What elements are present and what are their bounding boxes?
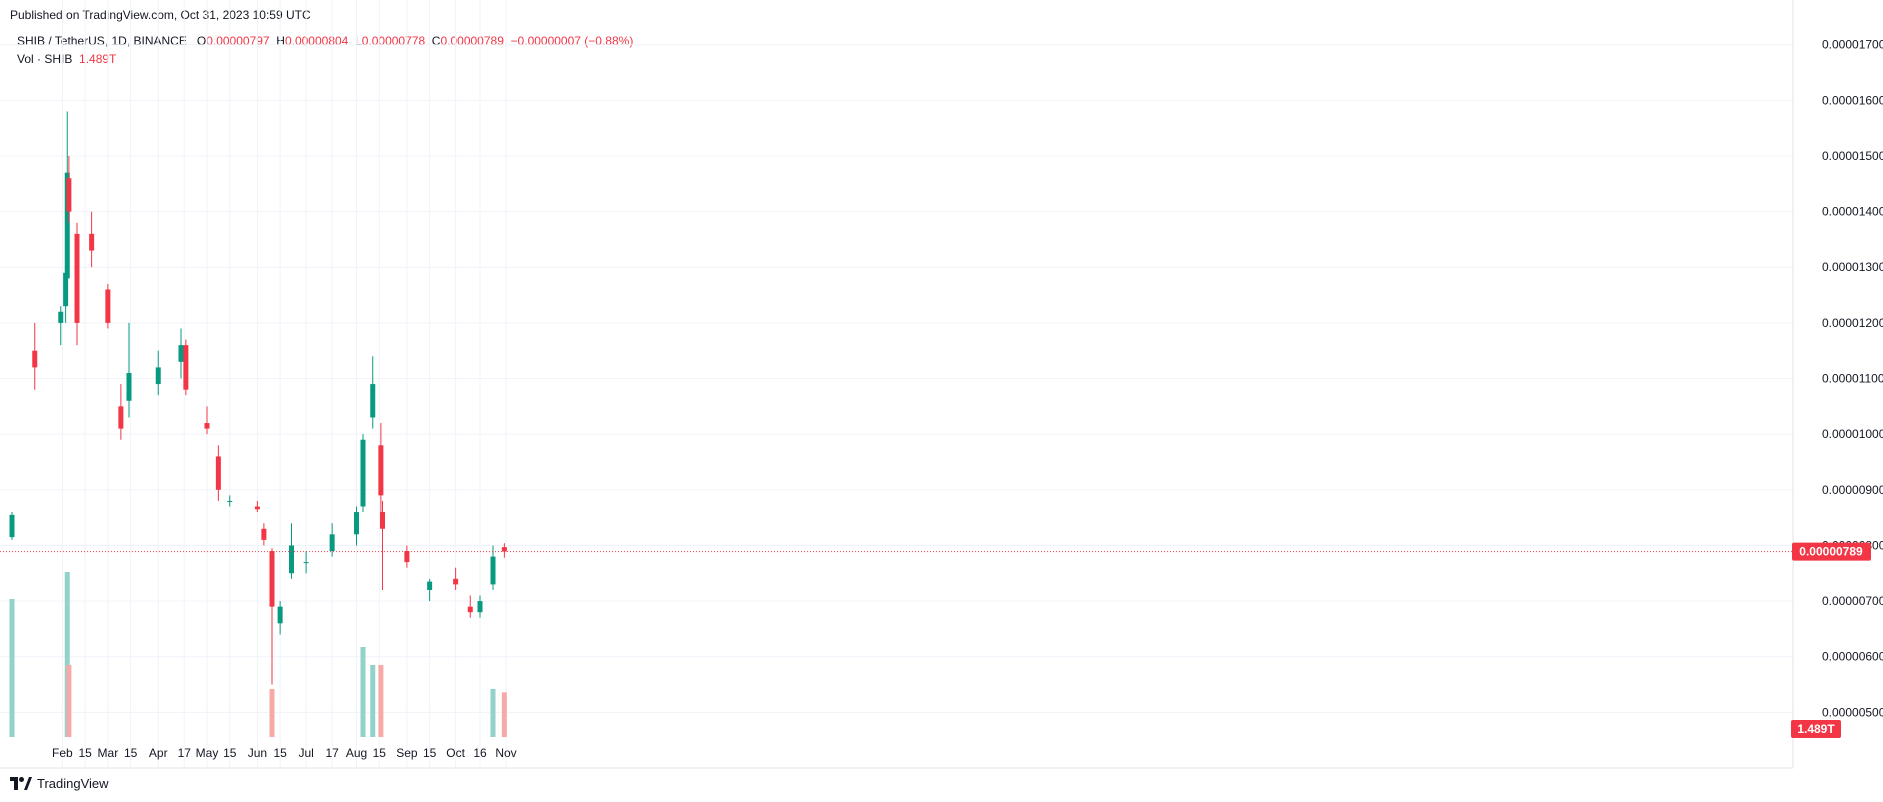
low-label: L (355, 34, 362, 48)
y-tick-label: 0.00001000 (1822, 427, 1883, 441)
last-price-badge: 0.00000789 (1792, 542, 1871, 561)
x-tick-label: 17 (325, 746, 339, 760)
candle-body (354, 512, 359, 535)
y-tick-label: 0.00001300 (1822, 260, 1883, 274)
x-tick-label: Feb (52, 746, 73, 760)
candle-body (9, 514, 15, 538)
y-tick-label: 0.00000500 (1822, 705, 1883, 719)
candle-body (204, 423, 210, 429)
time-axis[interactable]: Feb 15 Mar 15 Apr 17 May 15 Jun 15 Jul 17 Aug 15 Sep 15… (52, 746, 517, 760)
y-tick-label: 0.00001500 (1822, 149, 1883, 163)
price-chart[interactable]: 0.000005000.000006000.000007000.00000800… (0, 0, 1883, 775)
tradingview-logo[interactable]: TradingView (10, 776, 109, 791)
candle-body (378, 445, 384, 496)
last-price-badge-text: 0.00000789 (1799, 545, 1863, 559)
price-axis[interactable]: 0.000005000.000006000.000007000.00000800… (1822, 38, 1883, 720)
open-label: O (196, 34, 207, 48)
tradingview-logo-icon (10, 777, 32, 790)
candle-body (427, 581, 433, 590)
x-tick-label: Oct (446, 746, 465, 760)
last-price-badge-bg (1792, 542, 1871, 561)
candle-body (215, 456, 221, 490)
x-tick-label: 17 (178, 746, 192, 760)
x-tick-label: Aug (346, 746, 367, 760)
last-volume-badge: 1.489T (1791, 720, 1841, 738)
x-tick-label: Nov (495, 746, 516, 760)
x-tick-label: 15 (373, 746, 387, 760)
candle-body (126, 372, 132, 401)
volume-bar (269, 689, 275, 737)
volume-bar (9, 599, 15, 737)
candle-body (74, 233, 80, 323)
volume-bar (370, 665, 376, 737)
x-tick-label: 15 (273, 746, 287, 760)
y-tick-label: 0.00001200 (1822, 316, 1883, 330)
last-volume-badge-bg (1791, 720, 1841, 738)
last-volume-badge-text: 1.489T (1797, 722, 1835, 736)
candle-body (89, 233, 95, 251)
candle-body (453, 578, 459, 585)
candle-body (66, 178, 72, 212)
candle-body (118, 406, 124, 429)
candle-body (501, 547, 507, 552)
x-tick-label: 15 (78, 746, 92, 760)
y-tick-label: 0.00000700 (1822, 594, 1883, 608)
tradingview-brand-text: TradingView (37, 776, 109, 791)
close-label: C (431, 34, 441, 48)
candle-body (289, 545, 294, 574)
candle-body (269, 551, 275, 607)
x-tick-label: Mar (98, 746, 119, 760)
y-tick-label: 0.00001700 (1822, 38, 1883, 52)
volume-bar (378, 665, 384, 737)
candle-body (467, 606, 473, 613)
candle-body (64, 172, 70, 279)
x-tick-label: Sep (396, 746, 418, 760)
candle-body (227, 500, 233, 502)
y-tick-label: 0.00001400 (1822, 205, 1883, 219)
volume-bar (501, 692, 507, 737)
x-tick-label: 15 (223, 746, 237, 760)
y-tick-label: 0.00001600 (1822, 93, 1883, 107)
candle-body (370, 384, 376, 418)
candle-body (360, 439, 366, 507)
candle-body (178, 345, 184, 362)
volume-label[interactable]: Vol · SHIB (17, 52, 73, 66)
candle-body (404, 551, 410, 563)
y-tick-label: 0.00000600 (1822, 650, 1883, 664)
x-tick-label: May (196, 746, 219, 760)
candle-body (58, 311, 64, 323)
x-tick-label: Apr (149, 746, 168, 760)
volume-bars (9, 572, 507, 737)
candle-body (155, 367, 161, 385)
candle-body (254, 506, 260, 510)
candle-body (380, 512, 385, 529)
volume-legend: Vol · SHIB 1.489T (17, 52, 116, 66)
candle-body (105, 289, 111, 323)
grid-lines (0, 0, 1793, 768)
x-tick-label: 15 (423, 746, 437, 760)
x-tick-label: 16 (473, 746, 487, 760)
x-tick-label: 15 (124, 746, 138, 760)
candles (9, 111, 507, 685)
volume-bar (490, 689, 496, 737)
candle-body (490, 556, 496, 585)
candle-body (261, 528, 267, 540)
volume-bar (66, 665, 72, 737)
candle-body (183, 345, 189, 390)
candle-body (303, 562, 309, 564)
x-tick-label: Jun (248, 746, 267, 760)
candle-body (63, 272, 69, 307)
y-tick-label: 0.00001100 (1822, 372, 1883, 386)
volume-bar (360, 647, 366, 737)
candle-body (32, 350, 38, 368)
candle-body (329, 534, 335, 552)
volume-value: 1.489T (79, 52, 117, 66)
candle-body (277, 606, 283, 624)
volume-bar (64, 572, 70, 737)
candle-body (477, 601, 483, 613)
x-tick-label: Jul (298, 746, 313, 760)
y-tick-label: 0.00000900 (1822, 483, 1883, 497)
